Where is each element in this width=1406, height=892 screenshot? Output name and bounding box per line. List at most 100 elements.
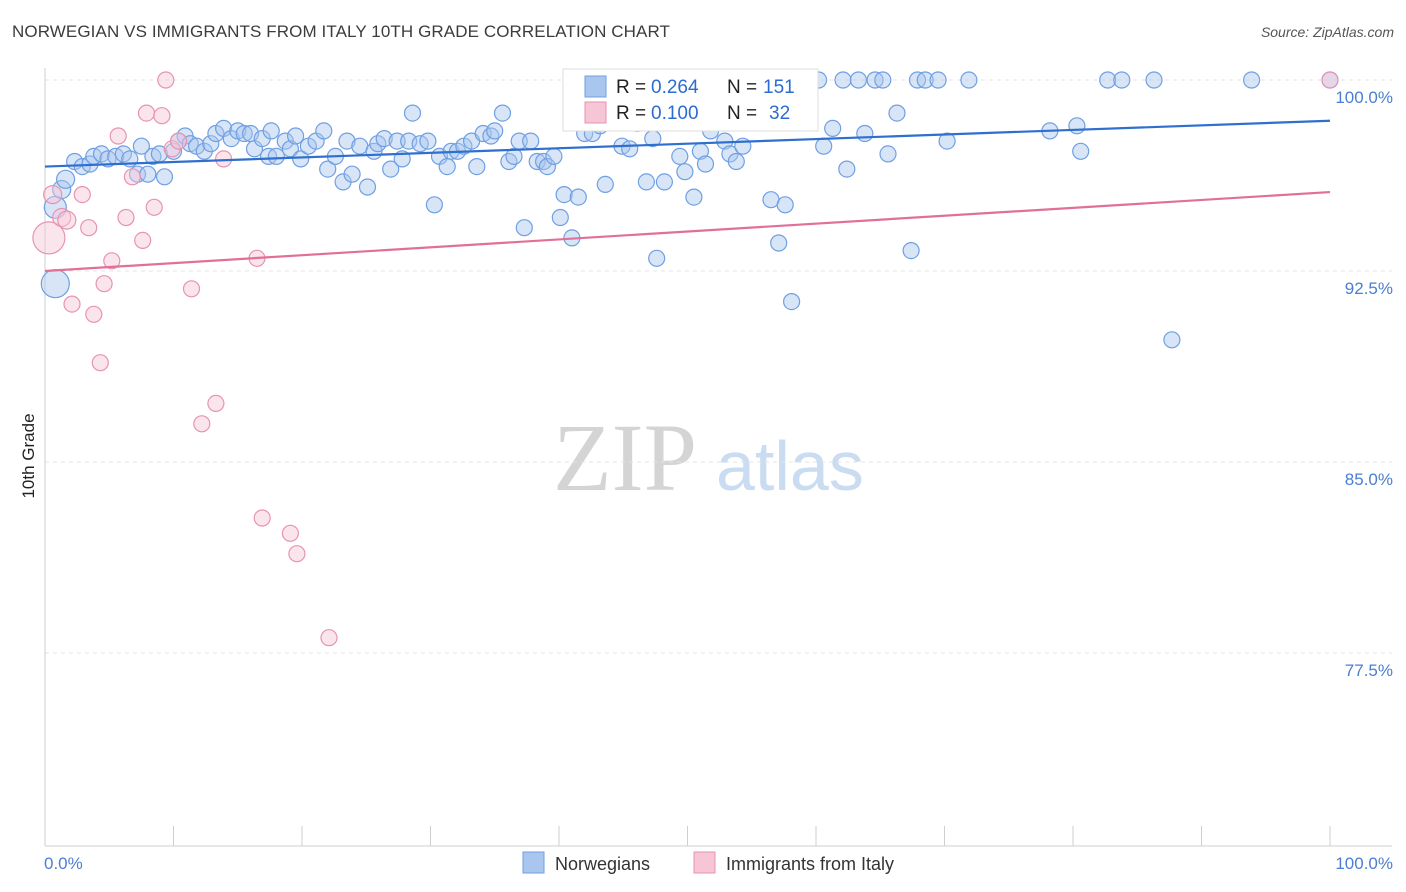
italy-point-27 xyxy=(281,524,299,542)
norwegians-point-43 xyxy=(315,122,333,140)
gridlines xyxy=(45,79,1392,654)
norwegians-point-39 xyxy=(287,127,305,145)
norwegians-point-89 xyxy=(596,175,614,193)
bottom-legend-swatch-italy xyxy=(693,851,716,874)
norwegians-point-85 xyxy=(569,188,587,206)
italy-point-3 xyxy=(57,210,77,230)
y-tick-label-2: 85.0% xyxy=(1345,470,1393,489)
norwegians-point-60 xyxy=(419,132,437,150)
italy-point-17 xyxy=(153,107,171,125)
italy-trend-line xyxy=(44,190,1331,273)
italy-point-0 xyxy=(32,221,66,255)
italy-point-8 xyxy=(91,354,109,372)
norwegians-point-36 xyxy=(267,147,285,165)
italy-point-2 xyxy=(52,207,72,228)
bottom-legend-norwegians: Norwegians xyxy=(555,854,650,874)
norwegians-point-76 xyxy=(515,219,533,237)
italy-point-16 xyxy=(145,198,163,216)
y-tick-label-3: 77.5% xyxy=(1345,661,1393,680)
norwegians-point-137 xyxy=(1072,142,1090,160)
italy-point-26 xyxy=(253,509,271,527)
norwegians-point-48 xyxy=(343,165,361,183)
norwegians-point-74 xyxy=(505,147,523,165)
norwegians-point-3 xyxy=(55,169,76,189)
x-ticks xyxy=(44,826,1331,846)
norwegians-point-141 xyxy=(1163,331,1181,349)
italy-point-4 xyxy=(63,295,81,313)
norwegians-point-0 xyxy=(40,269,70,299)
legend-n-label-1: N = xyxy=(727,77,757,98)
italy-point-18 xyxy=(157,71,175,89)
norwegians-point-128 xyxy=(888,104,906,122)
norwegians-point-129 xyxy=(902,242,920,260)
series-legend: Norwegians Immigrants from Italy xyxy=(522,851,894,874)
italy-point-30 xyxy=(1321,71,1339,89)
chart-title: NORWEGIAN VS IMMIGRANTS FROM ITALY 10TH … xyxy=(12,22,671,41)
norwegians-point-122 xyxy=(838,160,856,178)
norwegians-point-124 xyxy=(856,124,874,143)
norwegians-point-96 xyxy=(648,249,666,267)
norwegians-point-72 xyxy=(493,104,512,122)
norwegians-point-132 xyxy=(929,71,947,89)
norwegians-point-82 xyxy=(551,208,569,227)
source-label: Source: ZipAtlas.com xyxy=(1260,24,1394,40)
italy-point-6 xyxy=(80,219,98,237)
watermark-atlas: atlas xyxy=(716,427,864,505)
norwegians-point-138 xyxy=(1099,71,1117,89)
norwegians-point-18 xyxy=(155,168,174,186)
watermark: ZIP atlas xyxy=(553,404,864,511)
norwegians-point-101 xyxy=(685,188,703,206)
norwegians-point-92 xyxy=(621,140,639,158)
norwegians-point-78 xyxy=(528,152,546,171)
norwegians-point-63 xyxy=(438,158,456,176)
italy-point-20 xyxy=(170,132,188,150)
norwegians-point-58 xyxy=(403,104,422,122)
norwegians-point-15 xyxy=(139,165,157,183)
italy-point-13 xyxy=(123,168,141,186)
norwegians-point-94 xyxy=(637,173,656,191)
norwegians-point-114 xyxy=(776,196,794,214)
norwegians-point-81 xyxy=(545,147,563,165)
y-tick-labels: 100.0% 92.5% 85.0% 77.5% xyxy=(1335,88,1393,680)
norwegians-point-113 xyxy=(770,234,788,252)
norwegians-point-142 xyxy=(1242,71,1261,89)
legend-n-value-2: 32 xyxy=(769,103,790,124)
norwegians-point-136 xyxy=(1068,117,1086,135)
norwegians-point-131 xyxy=(916,71,934,89)
italy-point-24 xyxy=(215,150,233,168)
norwegians-point-47 xyxy=(338,132,356,150)
norwegians-point-2 xyxy=(52,179,72,200)
italy-point-28 xyxy=(288,545,306,563)
italy-point-9 xyxy=(95,275,113,293)
italy-point-10 xyxy=(103,252,121,270)
legend-n-value-1: 151 xyxy=(763,77,795,98)
norwegians-point-123 xyxy=(849,71,868,89)
bottom-legend-italy: Immigrants from Italy xyxy=(726,854,894,874)
bottom-legend-swatch-norwegians xyxy=(522,851,545,874)
italy-point-7 xyxy=(85,305,103,323)
norwegians-point-50 xyxy=(358,178,377,196)
norwegians-point-140 xyxy=(1145,71,1163,89)
italy-point-11 xyxy=(109,127,127,145)
norwegians-point-108 xyxy=(727,152,745,171)
norwegians-point-100 xyxy=(676,163,694,181)
norwegians-point-35 xyxy=(262,122,280,140)
italy-point-21 xyxy=(182,280,201,298)
y-tick-label-0: 100.0% xyxy=(1335,88,1393,107)
norwegians-point-61 xyxy=(425,196,443,214)
italy-point-15 xyxy=(137,104,156,122)
norwegians-trend-line xyxy=(44,119,1331,168)
norwegians-point-73 xyxy=(500,152,518,171)
norwegians-point-99 xyxy=(671,147,689,165)
legend-r-label-2: R = xyxy=(616,103,646,124)
norwegians-point-77 xyxy=(522,132,540,150)
norwegians-point-120 xyxy=(824,119,842,137)
norwegians-point-68 xyxy=(468,158,486,176)
italy-point-12 xyxy=(117,208,135,227)
legend-swatch-italy xyxy=(584,101,607,124)
norwegians-point-97 xyxy=(655,173,674,191)
norwegians-point-71 xyxy=(486,122,504,140)
norwegians-point-44 xyxy=(319,160,337,178)
norwegians-point-83 xyxy=(555,186,573,204)
norwegians-point-119 xyxy=(815,137,833,155)
